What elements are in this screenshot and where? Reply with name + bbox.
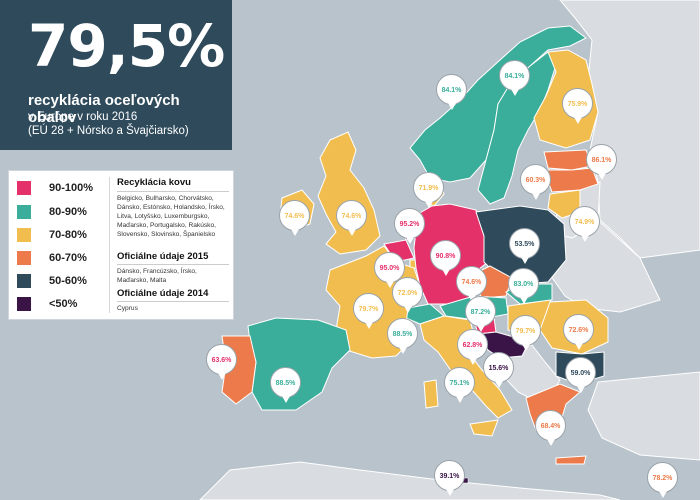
pin-sweden: 84.1% xyxy=(499,60,530,96)
legend-label-under-50: <50% xyxy=(49,298,78,310)
pin-cyprus: 78.2% xyxy=(647,462,678,498)
pin-denmark: 71.9% xyxy=(413,172,444,208)
legend-swatch-80-90 xyxy=(17,205,31,219)
pin-estonia: 86.1% xyxy=(586,144,617,180)
legend-label-60-70: 60-70% xyxy=(49,252,87,264)
country-crete xyxy=(555,455,587,465)
legend-group3-countries: Cyprus xyxy=(117,305,138,312)
pin-spain: 88.5% xyxy=(270,367,301,403)
legend-group2-rule xyxy=(117,264,229,265)
legend-swatch-70-80 xyxy=(17,228,31,242)
title-heading: recyklácia oceľových obalov xyxy=(28,92,180,126)
pin-romania: 72.6% xyxy=(563,314,594,350)
legend-swatch-60-70 xyxy=(17,251,31,265)
country-sardinia xyxy=(423,379,439,409)
pin-norway: 84.1% xyxy=(436,74,467,110)
legend-swatch-under-50 xyxy=(17,297,31,311)
pin-italy: 75.1% xyxy=(444,367,475,403)
pin-czechia: 74.6% xyxy=(456,266,487,302)
legend-panel: 90-100% 80-90% 70-80% 60-70% 50-60% <50%… xyxy=(8,170,234,320)
legend-group2-countries: Dánsko, Francúzsko, Írsko, Maďarsko, Mal… xyxy=(117,268,197,284)
land-russia xyxy=(559,0,700,259)
pin-portugal: 63.6% xyxy=(206,344,237,380)
legend-group1-rule xyxy=(117,191,229,192)
title-scope: (EÚ 28 + Nórsko a Švajčiarsko) xyxy=(28,125,189,137)
pin-austria: 87.2% xyxy=(465,296,496,332)
pin-uk: 74.6% xyxy=(336,200,367,236)
land-turkey xyxy=(587,371,700,461)
legend-label-50-60: 50-60% xyxy=(49,275,87,287)
legend-group1-countries: Belgicko, Bulharsko, Chorvátsko, Dánsko,… xyxy=(117,195,225,238)
country-sicily xyxy=(469,419,499,437)
country-latvia xyxy=(543,167,599,193)
legend-label-80-90: 80-90% xyxy=(49,206,87,218)
legend-group1-title: Recyklácia kovu xyxy=(117,177,191,188)
pin-slovenia: 62.8% xyxy=(457,329,488,365)
legend-swatch-50-60 xyxy=(17,274,31,288)
legend-group3-rule xyxy=(117,301,229,302)
pin-greece: 68.4% xyxy=(535,410,566,446)
pin-finland: 75.9% xyxy=(562,88,593,124)
legend-group2-title: Oficiálne údaje 2015 xyxy=(117,251,209,262)
legend-group3-title: Oficiálne údaje 2014 xyxy=(117,288,209,299)
pin-slovakia: 83.0% xyxy=(508,268,539,304)
pin-latvia: 60.3% xyxy=(520,164,551,200)
pin-malta: 39.1% xyxy=(434,460,465,496)
pin-lithuania: 74.9% xyxy=(569,206,600,242)
pin-luxembourg: 72.0% xyxy=(392,277,423,313)
title-subheading: v Európe v roku 2016 xyxy=(28,111,138,123)
pin-poland: 53.5% xyxy=(509,228,540,264)
pin-hungary: 79.7% xyxy=(510,315,541,351)
pin-switzerland: 88.5% xyxy=(387,318,418,354)
pin-france: 79.7% xyxy=(353,293,384,329)
pin-bulgaria: 59.0% xyxy=(565,357,596,393)
pin-germany: 90.8% xyxy=(430,240,461,276)
legend-divider xyxy=(109,177,110,313)
legend-label-70-80: 70-80% xyxy=(49,229,87,241)
legend-swatch-90-100 xyxy=(17,181,31,195)
country-estonia xyxy=(543,149,593,171)
pin-netherlands: 95.2% xyxy=(394,208,425,244)
pin-ireland: 74.6% xyxy=(279,200,310,236)
headline-percentage: 79,5% xyxy=(28,12,225,80)
title-panel: 79,5% recyklácia oceľových obalov v Euró… xyxy=(0,0,232,150)
country-italy xyxy=(419,315,513,419)
legend-label-90-100: 90-100% xyxy=(49,182,94,194)
pin-croatia: 15.6% xyxy=(483,352,514,388)
